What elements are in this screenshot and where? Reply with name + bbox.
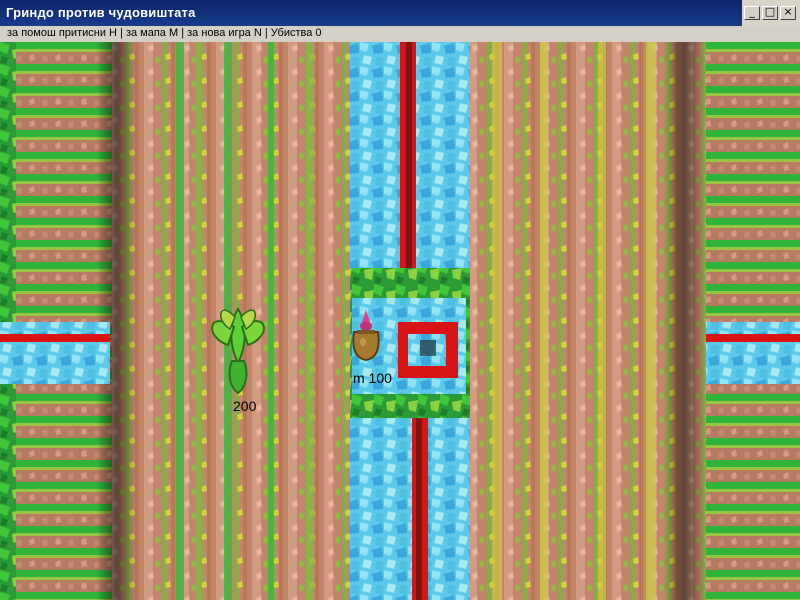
shadow-left — [96, 42, 136, 600]
grass-stripe — [268, 42, 274, 600]
terrain-left-column — [0, 42, 112, 600]
status-text: за помош притисни H | за мапа M | за нов… — [5, 27, 324, 39]
lava-dark-core — [416, 418, 422, 600]
terrain-left-edge — [0, 42, 16, 600]
window-title: Гриндо против чудовиштата — [6, 5, 196, 20]
maximize-button[interactable]: □ — [762, 6, 778, 20]
game-map-canvas — [0, 42, 800, 600]
grass-stripe — [646, 42, 656, 600]
lava-strip-right — [706, 334, 800, 342]
grass-stripe — [196, 42, 202, 600]
minimize-icon: _ — [745, 5, 759, 19]
window-controls: _ □ × — [744, 6, 796, 20]
grass-stripe — [492, 42, 502, 600]
shadow-right — [664, 42, 706, 600]
lava-strip-left — [0, 334, 110, 342]
maximize-icon: □ — [763, 5, 777, 19]
water-strip-left — [0, 322, 110, 384]
grass-stripe — [540, 42, 548, 600]
lava-dark-core — [406, 42, 412, 268]
close-icon: × — [781, 5, 795, 19]
status-bar: за помош притисни H | за мапа M | за нов… — [0, 26, 800, 42]
window-titlebar: Гриндо против чудовиштата _ □ × — [0, 0, 800, 26]
grass-stripe — [598, 42, 606, 600]
lava-ring-core — [420, 340, 436, 356]
game-map[interactable]: 200 m 100 — [0, 42, 800, 600]
monster-hp-label: 200 — [233, 398, 256, 414]
terrain-right-column — [706, 42, 800, 600]
player-label: m 100 — [353, 370, 392, 386]
close-button[interactable]: × — [780, 6, 796, 20]
water-strip-right — [706, 322, 800, 384]
grass-stripe — [176, 42, 184, 600]
grass-stripe — [306, 42, 314, 600]
minimize-button[interactable]: _ — [744, 6, 760, 20]
